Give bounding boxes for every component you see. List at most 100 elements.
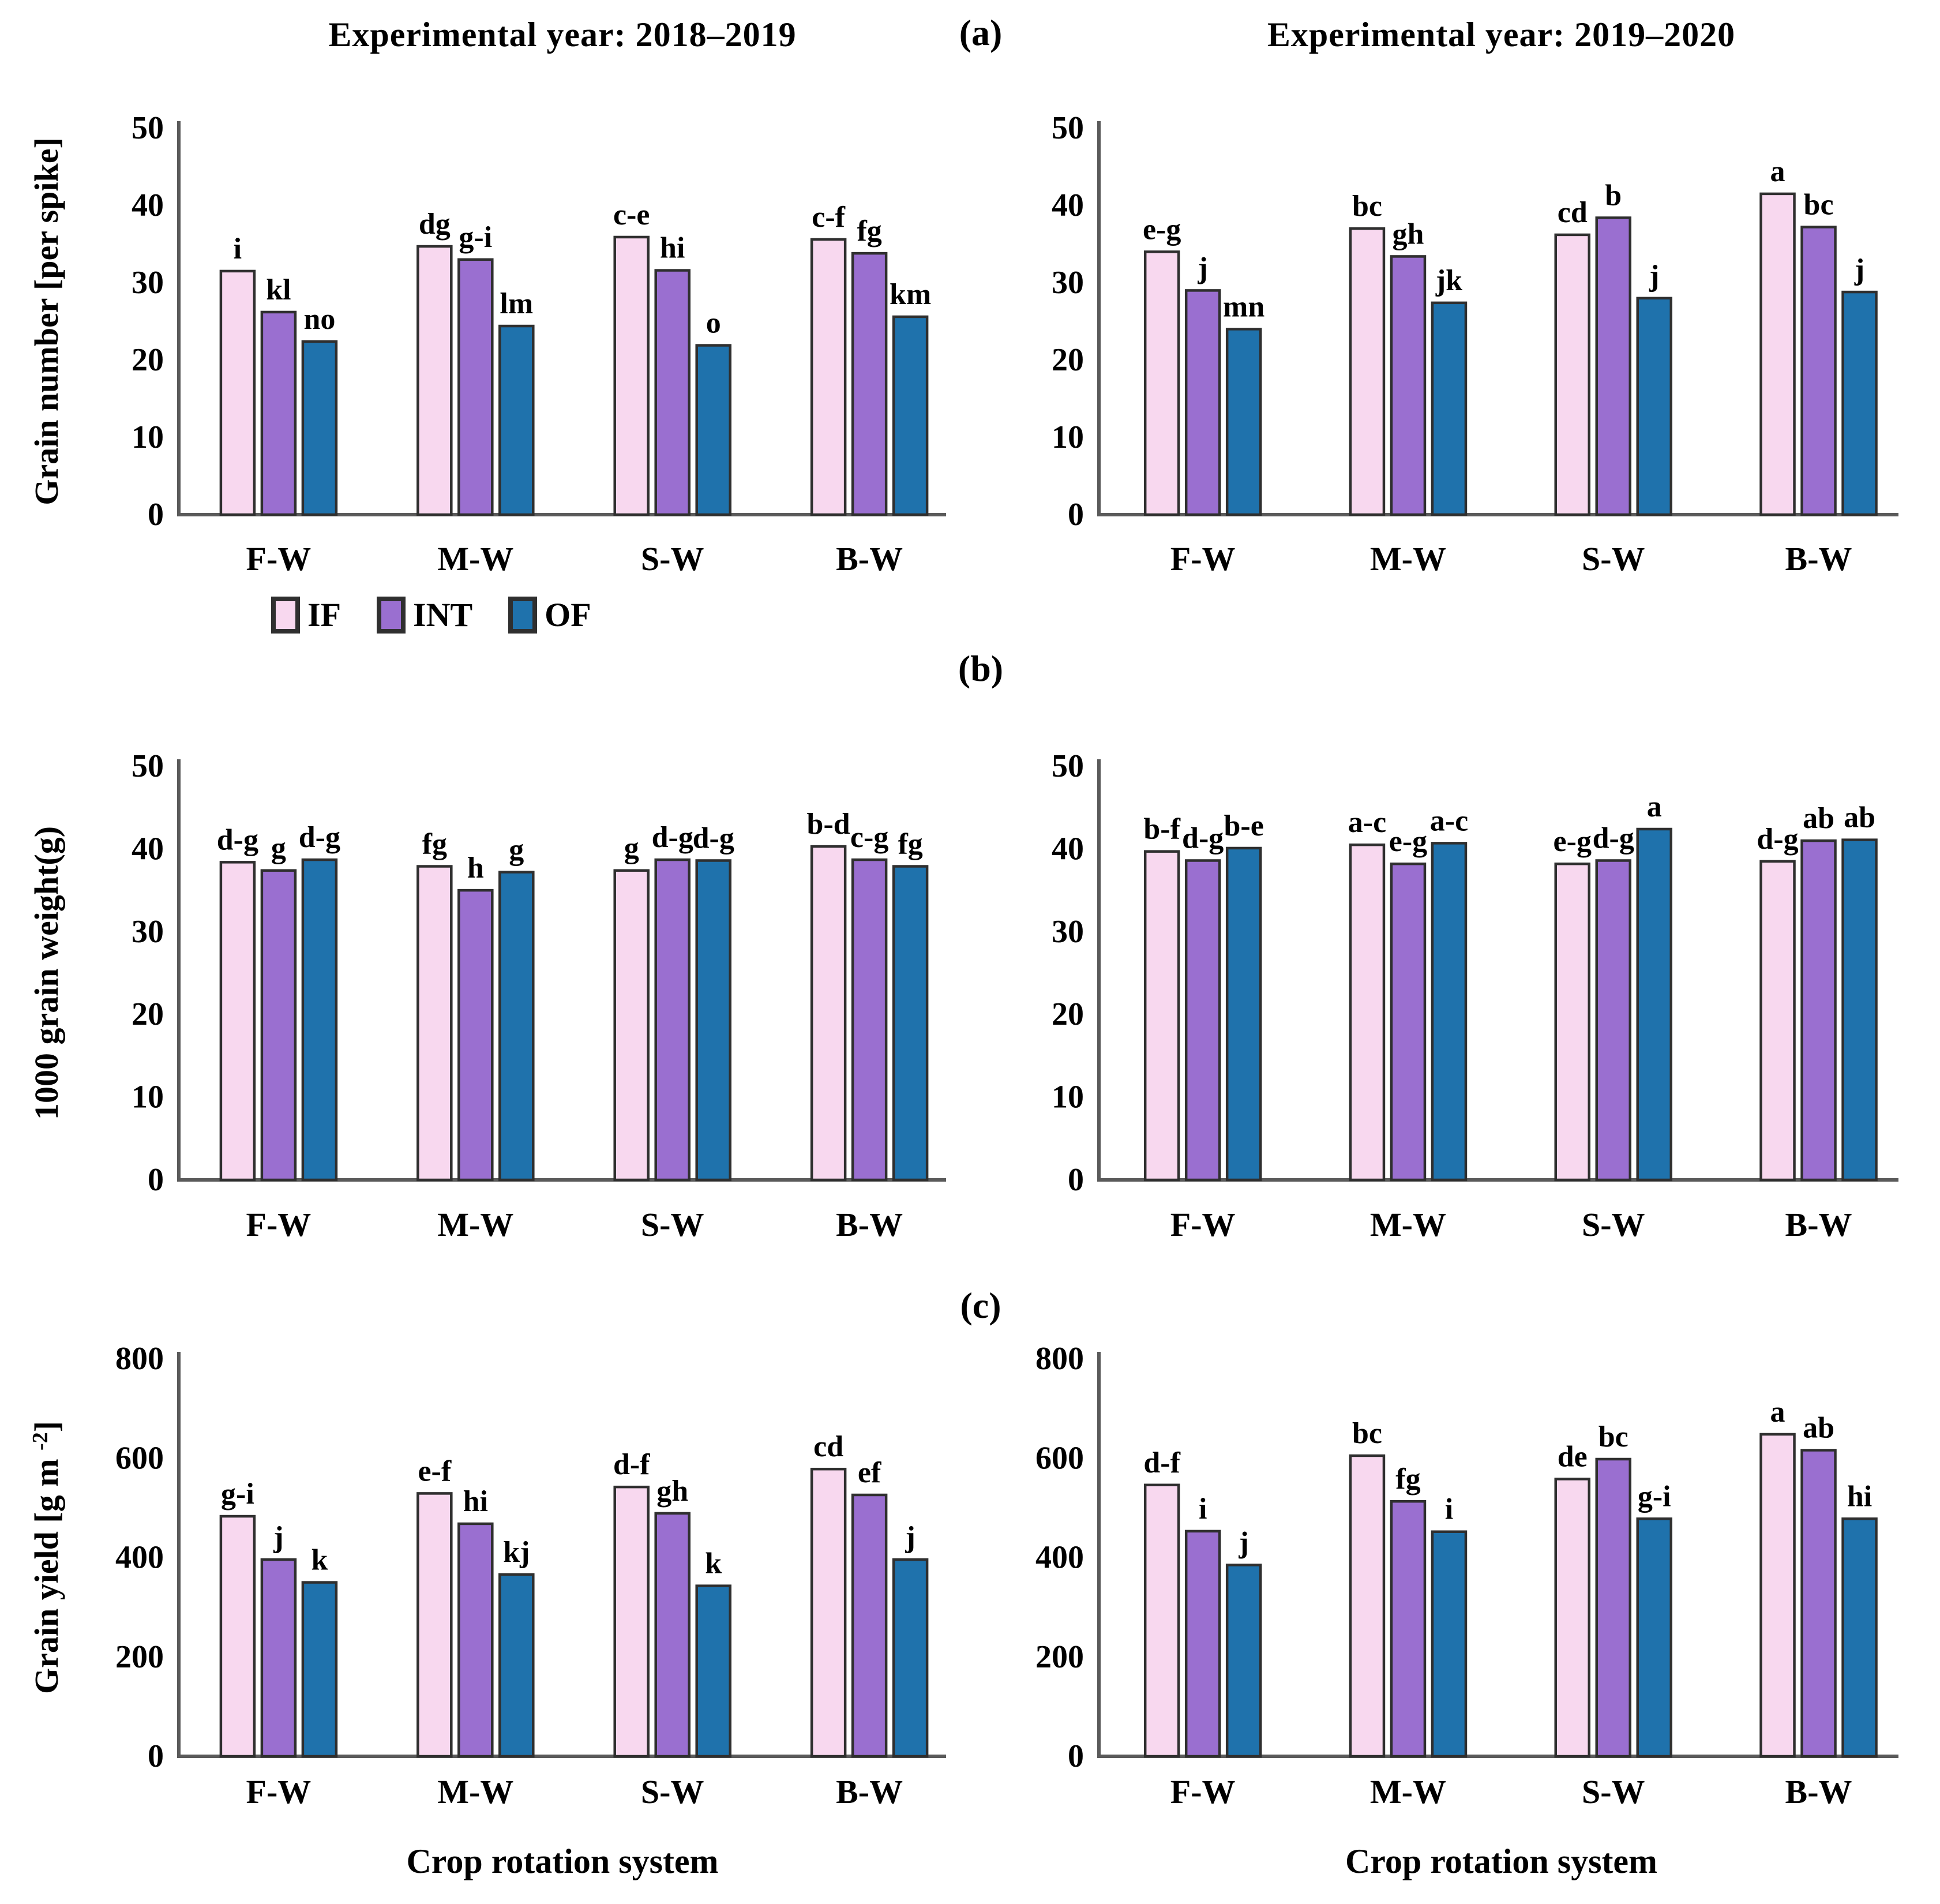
y-tick-label: 800 — [1035, 1341, 1084, 1377]
bar-int-s-w — [654, 1512, 691, 1758]
significance-letter: e-g — [1389, 825, 1427, 858]
significance-letter: b-d — [807, 808, 850, 841]
significance-letter: cd — [1558, 196, 1588, 229]
legend-label-int: INT — [413, 596, 473, 634]
bar-of-s-w — [1636, 1517, 1673, 1758]
y-tick-label: 30 — [1052, 914, 1084, 950]
y-tick-label: 40 — [132, 188, 164, 223]
y-tick-label: 10 — [1052, 419, 1084, 455]
x-category-label: S-W — [641, 1773, 704, 1811]
bar-if-f-w — [1143, 850, 1180, 1182]
significance-letter: d-f — [613, 1448, 650, 1481]
significance-letter: j — [273, 1521, 283, 1554]
bar-if-f-w — [1143, 1483, 1180, 1758]
y-tick-label: 200 — [1035, 1639, 1084, 1675]
x-category-label: B-W — [1785, 1773, 1852, 1811]
bar-int-m-w — [457, 1522, 494, 1758]
x-category-label: F-W — [246, 1206, 312, 1240]
bar-int-b-w — [851, 252, 888, 516]
significance-letter: c-f — [812, 201, 845, 234]
column-title-2018-2019: Experimental year: 2018–2019 — [328, 16, 797, 54]
bar-if-b-w — [1759, 192, 1796, 516]
panel-label-b: (b) — [958, 648, 1004, 689]
significance-letter: e-g — [1143, 213, 1181, 246]
bar-of-b-w — [1841, 838, 1878, 1182]
x-category-label: M-W — [437, 540, 513, 578]
chart-grain-yield-2019-2020: 0200400600800F-Wd-fijM-WbcfgiS-Wdebcg-iB… — [1035, 1341, 1898, 1811]
panel-label-c: (c) — [960, 1285, 1001, 1326]
x-category-label: B-W — [836, 1206, 903, 1240]
y-tick-label: 10 — [132, 419, 164, 455]
bar-of-s-w — [1636, 827, 1673, 1182]
bar-int-m-w — [1390, 862, 1427, 1182]
significance-letter: g — [624, 832, 639, 865]
bar-if-s-w — [613, 869, 650, 1182]
significance-letter: o — [706, 307, 721, 340]
bar-if-s-w — [613, 1485, 650, 1758]
y-tick-label: 0 — [148, 497, 164, 533]
x-category-label: F-W — [1170, 1206, 1236, 1240]
significance-letter: kl — [266, 273, 291, 306]
bar-int-s-w — [654, 858, 691, 1182]
bar-if-f-w — [219, 861, 256, 1182]
bar-if-m-w — [1349, 1454, 1386, 1758]
significance-letter: g — [509, 834, 524, 867]
significance-letter: a-c — [1430, 804, 1468, 837]
bar-of-m-w — [1431, 301, 1468, 516]
y-tick-label: 30 — [132, 914, 164, 950]
significance-letter: a — [1647, 790, 1662, 823]
significance-letter: i — [1199, 1493, 1207, 1526]
y-tick-label: 600 — [115, 1440, 164, 1476]
x-category-label: M-W — [437, 1206, 513, 1240]
bar-if-s-w — [1554, 233, 1591, 516]
x-category-label: F-W — [1170, 540, 1236, 578]
bar-int-b-w — [851, 1493, 888, 1758]
significance-letter: i — [1445, 1493, 1453, 1526]
significance-letter: gh — [1393, 218, 1424, 250]
significance-letter: j — [1239, 1526, 1249, 1559]
significance-letter: e-f — [418, 1455, 451, 1487]
x-category-label: F-W — [246, 540, 312, 578]
significance-letter: a-c — [1348, 806, 1386, 839]
y-tick-label: 50 — [1052, 748, 1084, 784]
x-category-label: B-W — [1785, 540, 1852, 578]
bar-of-m-w — [498, 871, 535, 1182]
bar-of-f-w — [301, 1581, 338, 1758]
significance-letter: d-g — [1593, 822, 1634, 854]
bar-of-b-w — [892, 315, 929, 516]
bar-if-f-w — [219, 1515, 256, 1758]
bar-int-m-w — [1390, 1500, 1427, 1758]
bar-if-s-w — [1554, 1478, 1591, 1758]
significance-letter: gh — [656, 1475, 688, 1508]
column-title-2019-2020: Experimental year: 2019–2020 — [1267, 16, 1736, 54]
panel-label-a: (a) — [959, 12, 1003, 53]
y-tick-label: 0 — [148, 1738, 164, 1774]
significance-letter: g-i — [459, 221, 492, 254]
bar-of-f-w — [1225, 328, 1262, 516]
bar-of-s-w — [695, 1584, 731, 1758]
significance-letter: d-g — [1182, 822, 1224, 854]
y-tick-label: 30 — [1052, 265, 1084, 301]
significance-letter: lm — [500, 287, 533, 320]
bar-int-m-w — [457, 889, 494, 1182]
significance-letter: k — [311, 1544, 328, 1577]
y-tick-label: 200 — [115, 1639, 164, 1675]
bar-int-m-w — [457, 258, 494, 516]
y-tick-label: 800 — [115, 1341, 164, 1377]
significance-letter: d-g — [299, 821, 340, 854]
significance-letter: j — [905, 1521, 915, 1554]
bar-if-b-w — [1759, 860, 1796, 1182]
bar-of-m-w — [1431, 842, 1468, 1182]
bar-int-s-w — [654, 269, 691, 516]
significance-letter: de — [1558, 1440, 1588, 1473]
bar-int-s-w — [1595, 1457, 1632, 1758]
significance-letter: bc — [1352, 1417, 1382, 1450]
bar-int-f-w — [260, 310, 297, 516]
significance-letter: bc — [1352, 190, 1382, 223]
y-tick-label: 50 — [132, 110, 164, 146]
significance-letter: ab — [1803, 802, 1834, 835]
bar-if-m-w — [416, 245, 453, 516]
y-tick-label: 50 — [1052, 110, 1084, 146]
significance-letter: fg — [857, 215, 881, 248]
significance-letter: b — [1605, 179, 1622, 212]
